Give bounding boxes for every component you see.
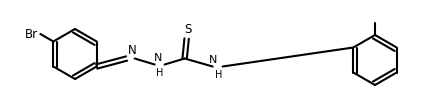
Text: N: N: [128, 44, 136, 56]
Text: N: N: [208, 54, 217, 65]
Text: H: H: [215, 71, 222, 80]
Text: N: N: [154, 53, 162, 62]
Text: H: H: [156, 68, 163, 79]
Text: S: S: [184, 22, 191, 36]
Text: Br: Br: [25, 27, 39, 41]
